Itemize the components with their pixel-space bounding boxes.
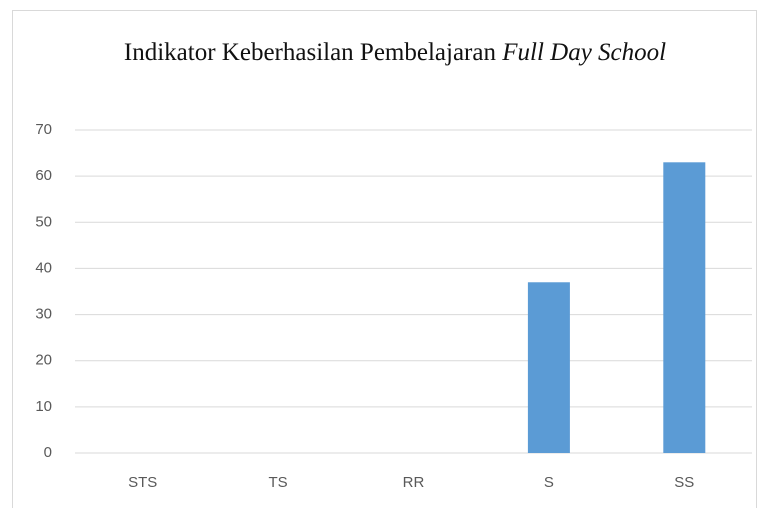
x-tick-label: SS	[674, 474, 694, 491]
y-tick-label: 50	[35, 213, 52, 230]
y-tick-label: 20	[35, 352, 52, 369]
y-tick-label: 40	[35, 259, 52, 276]
x-tick-label: RR	[403, 474, 425, 491]
y-tick-label: 10	[35, 398, 52, 415]
bar	[663, 162, 706, 454]
x-tick-label: STS	[128, 474, 157, 491]
y-tick-label: 0	[44, 444, 52, 461]
bar	[527, 282, 570, 453]
title-italic: Full Day School	[502, 39, 667, 66]
y-tick-label: 70	[35, 121, 52, 138]
x-tick-label: TS	[269, 474, 288, 491]
title-text: Indikator Keberhasilan Pembelajaran	[123, 39, 496, 66]
y-tick-label: 30	[35, 306, 52, 323]
chart-border	[12, 10, 757, 508]
chart-title: Indikator Keberhasilan Pembelajaran Full…	[115, 38, 675, 68]
x-tick-label: S	[544, 474, 554, 491]
y-tick-label: 60	[35, 167, 52, 184]
